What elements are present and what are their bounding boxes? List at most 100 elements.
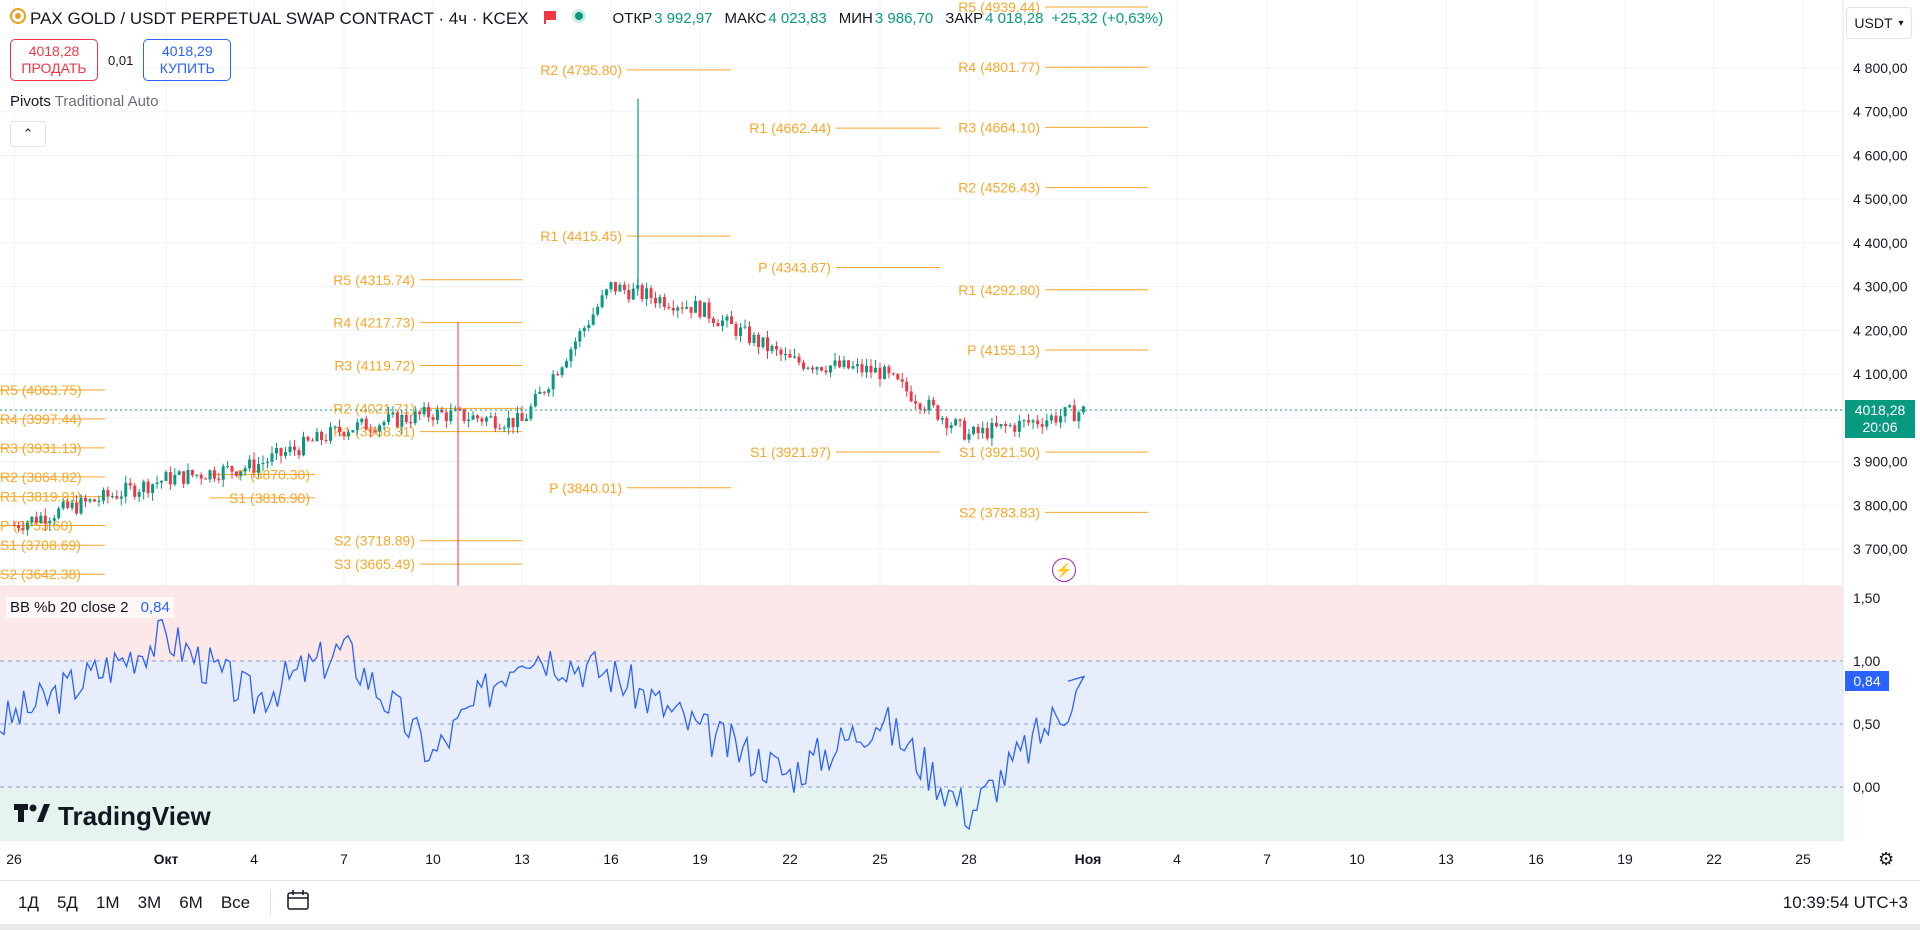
candle-body xyxy=(694,300,698,313)
time-axis-label: 22 xyxy=(782,851,798,867)
candle-body xyxy=(976,426,980,434)
candle-body xyxy=(1059,416,1063,423)
pivot-label: R2 (4526.43) xyxy=(958,180,1040,196)
time-axis-label: 16 xyxy=(603,851,619,867)
candle-body xyxy=(707,302,711,319)
buy-price: 4018,29 xyxy=(162,43,213,59)
axis-settings-icon[interactable]: ⚙ xyxy=(1878,849,1895,869)
candle-body xyxy=(25,522,29,530)
candle-body xyxy=(440,409,444,413)
calendar-icon[interactable] xyxy=(287,890,309,916)
lightning-icon[interactable]: ⚡ xyxy=(1052,558,1076,582)
time-axis-label: 25 xyxy=(1795,851,1811,867)
range-3m-button[interactable]: 3М xyxy=(137,893,162,912)
symbol-title[interactable]: PAX GOLD / USDT PERPETUAL SWAP CONTRACT … xyxy=(30,8,529,28)
pivots-legend[interactable]: Pivots Traditional Auto xyxy=(10,93,158,110)
candle-body xyxy=(431,417,435,421)
candle-body xyxy=(128,482,132,486)
candle-body xyxy=(622,284,626,290)
pivot-label: S2 (3642.38) xyxy=(0,566,81,582)
candle-body xyxy=(142,481,146,493)
candle-body xyxy=(569,349,573,362)
candle-body xyxy=(698,300,702,317)
price-axis-label: 4 300,00 xyxy=(1853,279,1908,295)
candle-body xyxy=(811,367,814,370)
candle-body xyxy=(936,405,940,420)
pivot-levels: R5 (4063.75) R4 (3997.44) R3 (3931.13) R2 (… xyxy=(0,0,1148,582)
spread-value: 0,01 xyxy=(108,52,134,68)
candle-body xyxy=(887,366,891,374)
candle-body xyxy=(918,403,922,410)
candle-body xyxy=(716,323,720,327)
candle-body xyxy=(613,282,617,292)
bb-legend[interactable]: BB %b 20 close 2 0,84 xyxy=(6,597,174,618)
bb-upper-band xyxy=(0,586,1843,661)
candle-body xyxy=(802,362,805,369)
buy-button[interactable]: 4018,29 КУПИТЬ xyxy=(143,39,232,81)
candle-body xyxy=(266,461,269,463)
candle-body xyxy=(856,364,859,367)
candle-body xyxy=(627,289,631,300)
candle-body xyxy=(847,360,850,369)
price-axis-label: 4 600,00 xyxy=(1853,147,1908,163)
candle-body xyxy=(221,466,225,480)
currency-select[interactable]: USDT ▾ xyxy=(1846,7,1912,39)
range-6m-button[interactable]: 6М xyxy=(179,893,203,912)
bb-axis-label: 1,50 xyxy=(1853,590,1880,606)
candle-body xyxy=(914,401,918,404)
pivot-label: R2 (4021.71) xyxy=(333,400,415,416)
price-axis-label: 3 900,00 xyxy=(1853,454,1908,470)
candle-body xyxy=(275,448,278,454)
candle-body xyxy=(97,500,101,502)
candle-body xyxy=(338,426,341,433)
toolbar-divider xyxy=(270,890,272,916)
candle-body xyxy=(124,482,128,497)
candle-body xyxy=(645,288,649,300)
range-1m-button[interactable]: 1М xyxy=(95,893,120,912)
clock-timezone[interactable]: 10:39:54 UTC+3 xyxy=(1782,893,1908,912)
candle-body xyxy=(34,516,38,523)
time-axis-label: 13 xyxy=(514,851,530,867)
candle-body xyxy=(444,412,448,422)
candle-body xyxy=(591,314,595,325)
candle-body xyxy=(538,391,542,395)
candle-body xyxy=(730,316,733,324)
sell-button[interactable]: 4018,28 ПРОДАТЬ xyxy=(10,39,98,81)
collapse-legend-button[interactable]: ⌃ xyxy=(10,121,46,147)
flag-icon[interactable] xyxy=(543,9,557,29)
time-axis-label: 19 xyxy=(1617,851,1633,867)
candle-body xyxy=(217,478,221,480)
candle-body xyxy=(1004,423,1008,427)
candle-body xyxy=(342,432,346,437)
range-1d-button[interactable]: 1Д xyxy=(18,893,39,912)
trade-panel: 4018,28 ПРОДАТЬ 0,01 4018,29 КУПИТЬ xyxy=(10,39,232,81)
pivot-label: R4 (4801.77) xyxy=(958,59,1040,75)
candle-body xyxy=(489,416,493,418)
pivot-label: R1 (4292.80) xyxy=(958,282,1040,298)
candle-body xyxy=(57,508,61,519)
bar-countdown: 20:06 xyxy=(1862,419,1898,435)
candle-body xyxy=(573,341,577,350)
candle-body xyxy=(471,415,475,420)
candle-body xyxy=(712,318,715,324)
candle-body xyxy=(1054,415,1058,423)
candle-body xyxy=(204,478,208,480)
candle-body xyxy=(1008,425,1012,427)
candle-body xyxy=(524,418,528,421)
candle-body xyxy=(891,373,895,375)
range-all-button[interactable]: Все xyxy=(220,893,251,912)
tradingview-logo[interactable]: TradingView xyxy=(14,801,211,832)
candle-body xyxy=(833,360,837,366)
candle-body xyxy=(395,412,399,427)
candle-body xyxy=(1017,420,1021,432)
pivot-label: S1 (3921.97) xyxy=(750,444,831,460)
pivot-label: R1 (3819.91) xyxy=(0,489,82,505)
range-5d-button[interactable]: 5Д xyxy=(56,893,78,912)
candle-body xyxy=(761,337,765,347)
pivot-label: S2 (3718.89) xyxy=(334,533,415,549)
candle-body xyxy=(320,431,323,440)
candle-body xyxy=(48,520,52,524)
candle-body xyxy=(680,307,684,309)
pivot-label: R2 (4795.80) xyxy=(540,62,622,78)
